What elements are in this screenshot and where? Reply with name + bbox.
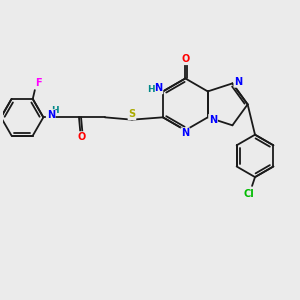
- Text: O: O: [181, 54, 190, 64]
- Text: S: S: [128, 110, 136, 119]
- Text: N: N: [46, 110, 55, 120]
- Text: Cl: Cl: [244, 189, 254, 199]
- Text: N: N: [234, 77, 242, 87]
- Text: H: H: [51, 106, 58, 115]
- Text: F: F: [35, 78, 41, 88]
- Text: N: N: [209, 115, 217, 125]
- Text: H: H: [147, 85, 154, 94]
- Text: O: O: [78, 132, 86, 142]
- Text: N: N: [181, 128, 189, 138]
- Text: N: N: [154, 83, 163, 94]
